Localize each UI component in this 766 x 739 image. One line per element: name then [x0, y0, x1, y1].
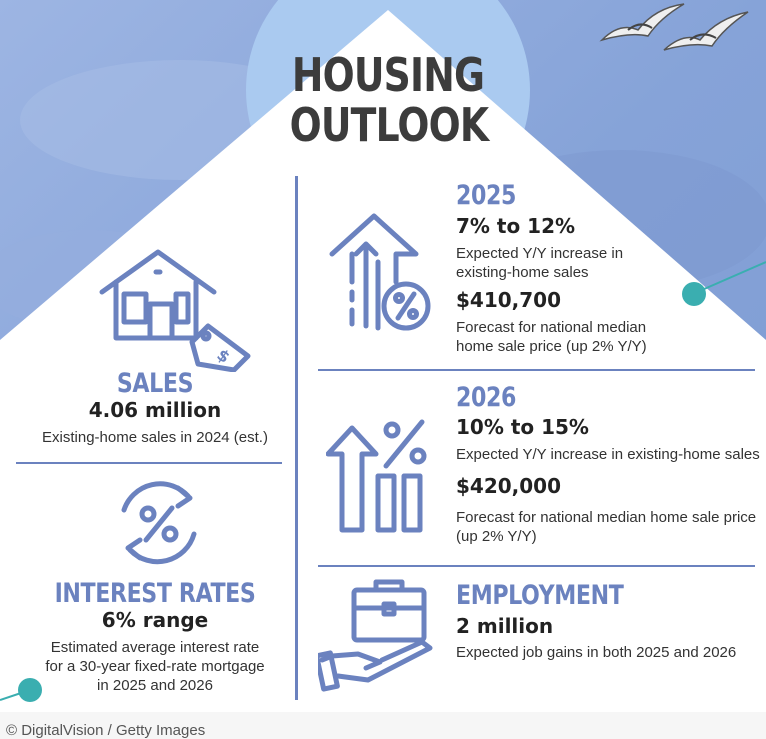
range-2026-description: Expected Y/Y increase in existing-home s… — [456, 446, 760, 463]
employment-value: 2 million — [456, 614, 554, 638]
arrow-bars-percent-icon — [326, 419, 427, 533]
sales-value: 4.06 million — [88, 398, 222, 422]
right-divider-bottom — [318, 565, 755, 567]
interest-value: 6% range — [101, 608, 209, 632]
interest-description: Estimated average interest rate for a 30… — [20, 638, 290, 695]
seagulls — [599, 3, 749, 51]
seagull-icon — [599, 3, 685, 42]
seagull-icon — [663, 11, 749, 51]
percent-cycle-icon — [121, 481, 197, 565]
credit-bar — [0, 712, 766, 739]
price-2025: $410,700 — [456, 288, 562, 312]
interest-desc-line-1: Estimated average interest rate — [50, 639, 260, 656]
price-2025-desc-line-2: home sale price (up 2% Y/Y) — [456, 338, 647, 355]
image-credit: © DigitalVision / Getty Images — [6, 722, 206, 739]
title-line-2: OUTLOOK — [289, 98, 490, 152]
range-2025-desc-line-2: existing-home sales — [456, 264, 589, 281]
price-2026: $420,000 — [456, 474, 562, 498]
title-line-1: HOUSING — [291, 48, 485, 102]
teal-dot-right — [682, 282, 706, 306]
arrows-up-percent-icon — [329, 213, 431, 331]
teal-dot-left — [18, 678, 42, 702]
sales-heading: SALES — [116, 368, 194, 399]
interest-desc-line-3: in 2025 and 2026 — [97, 677, 213, 694]
year-2025-heading: 2025 — [456, 180, 516, 211]
page-title: HOUSING OUTLOOK — [289, 48, 490, 152]
price-2026-desc-line-1: Forecast for national median home sale p… — [456, 509, 757, 526]
sales-description: Existing-home sales in 2024 (est.) — [42, 429, 268, 446]
year-2026-heading: 2026 — [456, 382, 516, 413]
interest-heading: INTEREST RATES — [54, 578, 256, 609]
house-price-tag-icon: $ — [99, 249, 251, 372]
infographic: HOUSING OUTLOOK $ SALES 4.06 million Exi… — [0, 0, 766, 712]
interest-desc-line-2: for a 30-year fixed-rate mortgage — [45, 658, 265, 675]
hand-briefcase-icon — [318, 579, 433, 692]
range-2025-description: Expected Y/Y increase in existing-home s… — [456, 244, 756, 282]
svg-text:$: $ — [213, 345, 233, 367]
range-2026: 10% to 15% — [456, 415, 589, 439]
left-divider — [16, 462, 282, 464]
decor-line-right — [694, 261, 766, 294]
right-divider-top — [318, 369, 755, 371]
employment-description: Expected job gains in both 2025 and 2026 — [456, 644, 737, 661]
vertical-divider — [295, 176, 298, 700]
price-2025-description: Forecast for national median home sale p… — [456, 318, 756, 356]
price-2026-description: Forecast for national median home sale p… — [456, 508, 764, 546]
range-2025-desc-line-1: Expected Y/Y increase in — [456, 245, 624, 262]
price-2026-desc-line-2: (up 2% Y/Y) — [456, 528, 537, 545]
employment-heading: EMPLOYMENT — [456, 580, 624, 611]
price-2025-desc-line-1: Forecast for national median — [456, 319, 647, 336]
range-2025: 7% to 12% — [456, 214, 576, 238]
